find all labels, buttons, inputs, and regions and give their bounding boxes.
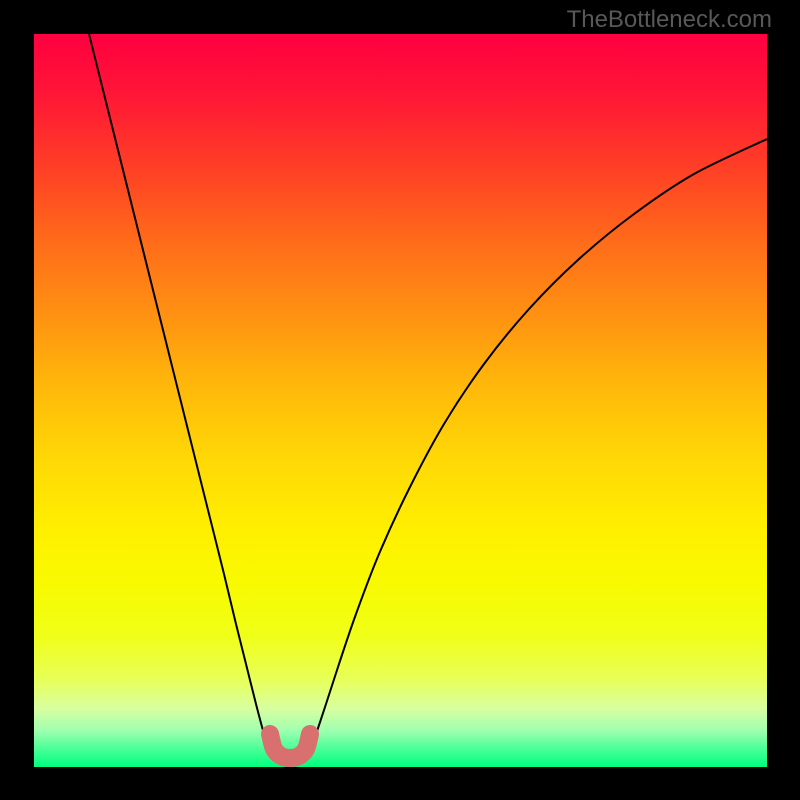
chart-container: TheBottleneck.com	[0, 0, 800, 800]
chart-svg	[34, 34, 767, 767]
watermark-text: TheBottleneck.com	[567, 6, 772, 34]
gradient-background	[34, 34, 767, 767]
plot-area	[34, 34, 767, 767]
